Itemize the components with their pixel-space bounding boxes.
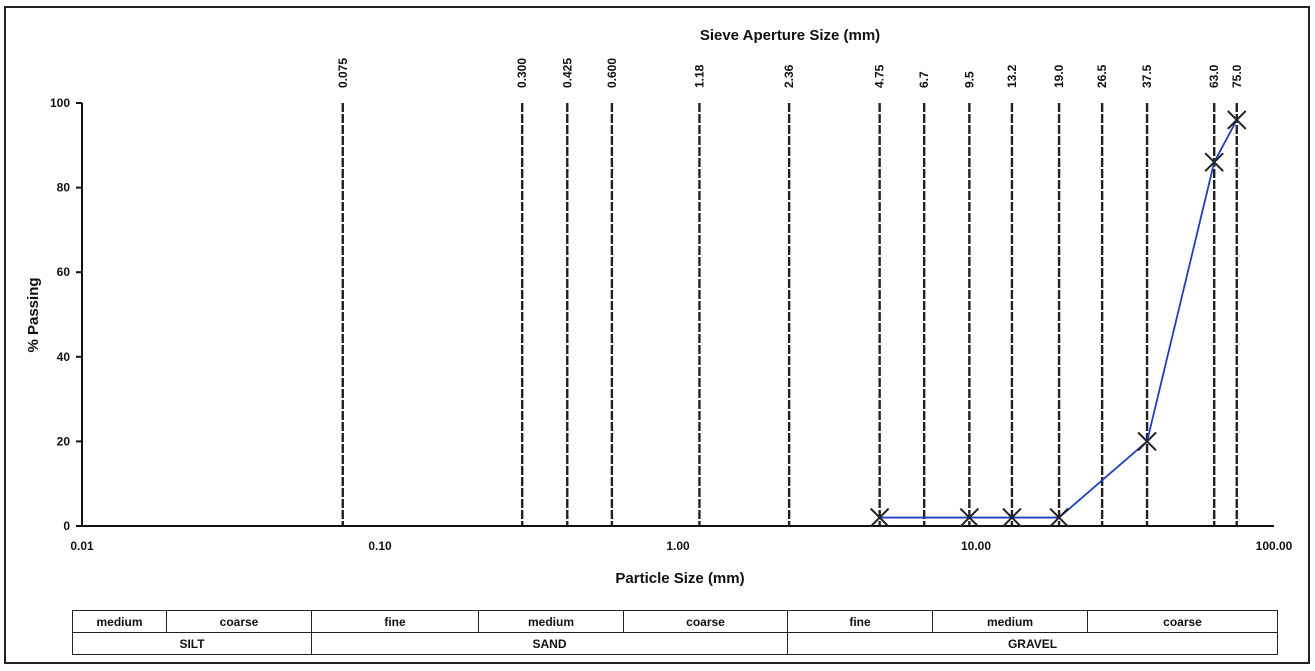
data-point-marker — [1227, 110, 1247, 130]
data-point-marker — [1049, 507, 1069, 528]
sieve-label: 19.0 — [1052, 64, 1066, 88]
silt-medium-cell: medium — [72, 610, 167, 633]
y-tick-label: 40 — [57, 350, 71, 364]
y-tick-label: 0 — [63, 519, 70, 533]
sand-medium-cell: medium — [478, 610, 624, 633]
sieve-label: 2.36 — [782, 64, 796, 88]
sieve-label: 1.18 — [692, 64, 706, 88]
silt-coarse-cell: coarse — [166, 610, 312, 633]
sieve-label: 26.5 — [1095, 64, 1109, 88]
figure-frame — [4, 6, 1310, 664]
sieve-label: 13.2 — [1005, 64, 1019, 88]
sieve-label: 0.600 — [605, 58, 619, 88]
sieve-label: 75.0 — [1230, 64, 1244, 88]
sieve-label: 63.0 — [1207, 64, 1221, 88]
silt-cell: SILT — [72, 632, 312, 655]
marker-stroke — [1137, 431, 1157, 452]
x-tick-label: 100.00 — [1256, 539, 1293, 553]
class-row: SILT SAND GRAVEL — [72, 632, 1278, 655]
marker-stroke — [1002, 507, 1022, 528]
marker-stroke — [1204, 152, 1224, 172]
sieve-label: 4.75 — [873, 64, 887, 88]
data-point-marker — [1204, 152, 1224, 172]
x-tick-label: 10.00 — [961, 539, 991, 553]
y-tick-label: 80 — [57, 181, 71, 195]
soil-classification-table: medium coarse fine medium coarse fine me… — [72, 610, 1278, 655]
gravel-medium-cell: medium — [932, 610, 1088, 633]
x-tick-label: 0.10 — [368, 539, 392, 553]
y-tick-label: 100 — [50, 96, 70, 110]
data-point-marker — [1002, 507, 1022, 528]
sieve-label: 9.5 — [962, 71, 976, 88]
gravel-fine-cell: fine — [787, 610, 933, 633]
plot-axes: 0 20 40 60 80 100 0.01 0.10 1.00 10.00 100.00 — [50, 96, 1293, 553]
sand-coarse-cell: coarse — [623, 610, 788, 633]
marker-stroke — [869, 507, 890, 528]
marker-stroke — [1049, 507, 1069, 528]
sieve-label: 0.300 — [515, 58, 529, 88]
data-point-marker — [1137, 431, 1157, 452]
sieve-label: 0.425 — [560, 58, 574, 88]
marker-stroke — [959, 507, 980, 528]
marker-stroke — [1227, 110, 1247, 130]
sieve-lines: 0.075 0.300 0.425 0.600 1.18 2.36 4.75 6.7 9.5 13… — [336, 58, 1244, 526]
y-tick-label: 60 — [57, 265, 71, 279]
x-tick-label: 0.01 — [70, 539, 94, 553]
subclass-row: medium coarse fine medium coarse fine me… — [72, 610, 1278, 633]
data-point-marker — [869, 507, 890, 528]
chart-title: Sieve Aperture Size (mm) — [700, 27, 880, 44]
sieve-label: 0.075 — [336, 58, 350, 88]
y-tick-label: 20 — [57, 434, 71, 448]
sieve-label: 6.7 — [917, 71, 931, 88]
gravel-coarse-cell: coarse — [1087, 610, 1278, 633]
series-layer — [869, 110, 1247, 528]
x-axis-label: Particle Size (mm) — [615, 570, 744, 587]
y-axis-label: % Passing — [25, 277, 42, 352]
sieve-label: 37.5 — [1140, 64, 1154, 88]
sand-fine-cell: fine — [311, 610, 479, 633]
data-point-marker — [959, 507, 980, 528]
x-tick-label: 1.00 — [666, 539, 690, 553]
sand-cell: SAND — [311, 632, 788, 655]
gravel-cell: GRAVEL — [787, 632, 1278, 655]
